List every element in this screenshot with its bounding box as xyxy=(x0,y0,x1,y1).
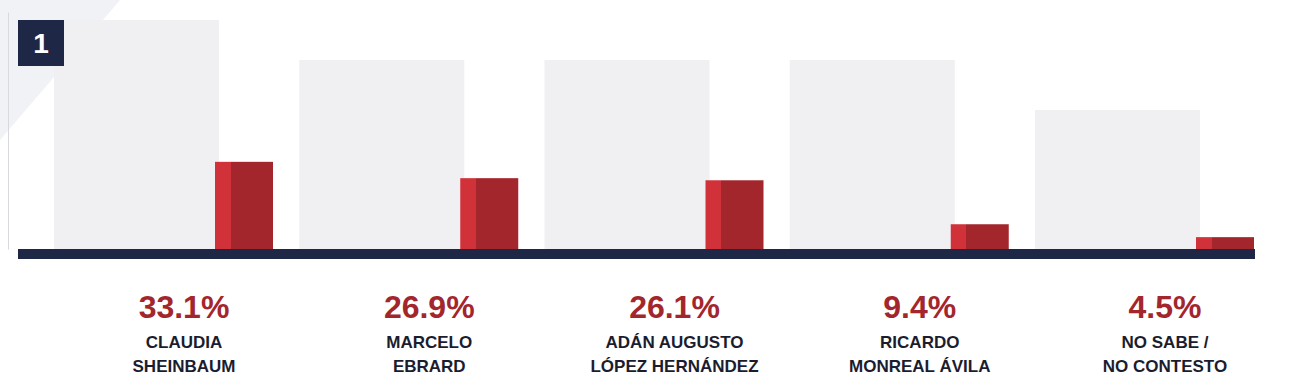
y-axis xyxy=(8,13,9,250)
photo-placeholder xyxy=(545,60,710,249)
data-label: 33.1% xyxy=(139,289,230,325)
data-label: 26.9% xyxy=(384,289,475,325)
photo-placeholder xyxy=(790,60,955,249)
bar xyxy=(1196,237,1254,249)
category-label: NO SABE / NO CONTESTO xyxy=(1103,333,1227,376)
bar xyxy=(460,178,518,249)
category-label: ADÁN AUGUSTO LÓPEZ HERNÁNDEZ xyxy=(590,333,758,376)
badge xyxy=(18,20,64,66)
category-label-line: RICARDO xyxy=(880,333,959,352)
category-label: CLAUDIA SHEINBAUM xyxy=(133,333,236,376)
chart: 33.1% 26.9% 26.1% 9.4% 4.5% CLAUDIA SHEINBAUM M… xyxy=(0,0,1296,388)
data-label: 9.4% xyxy=(883,289,956,325)
bar xyxy=(215,162,273,249)
category-label-line: SHEINBAUM xyxy=(133,357,236,376)
photo-placeholders xyxy=(54,20,1200,249)
category-label-line: NO SABE / xyxy=(1122,333,1209,352)
bars xyxy=(215,162,1254,249)
category-label: RICARDO MONREAL ÁVILA xyxy=(849,333,990,376)
photo-placeholder xyxy=(299,60,464,249)
bar xyxy=(706,180,764,249)
bar xyxy=(951,224,1009,249)
data-labels: 33.1% 26.9% 26.1% 9.4% 4.5% xyxy=(139,289,1202,325)
badge-label: 1 xyxy=(33,28,49,59)
data-label: 4.5% xyxy=(1129,289,1202,325)
category-label-line: MARCELO xyxy=(386,333,472,352)
y-axis-line xyxy=(8,13,9,250)
photo-placeholder xyxy=(54,20,219,249)
category-label-line: CLAUDIA xyxy=(146,333,223,352)
category-label-line: ADÁN AUGUSTO xyxy=(606,333,744,352)
data-label: 26.1% xyxy=(629,289,720,325)
category-label-line: LÓPEZ HERNÁNDEZ xyxy=(590,357,758,376)
category-label-line: NO CONTESTO xyxy=(1103,357,1227,376)
category-label-line: EBRARD xyxy=(393,357,466,376)
category-label: MARCELO EBRARD xyxy=(386,333,472,376)
photo-placeholder xyxy=(1035,110,1200,249)
baseline xyxy=(18,249,1255,259)
category-labels: CLAUDIA SHEINBAUM MARCELO EBRARD ADÁN AUGUST… xyxy=(133,333,1228,376)
category-label-line: MONREAL ÁVILA xyxy=(849,357,990,376)
